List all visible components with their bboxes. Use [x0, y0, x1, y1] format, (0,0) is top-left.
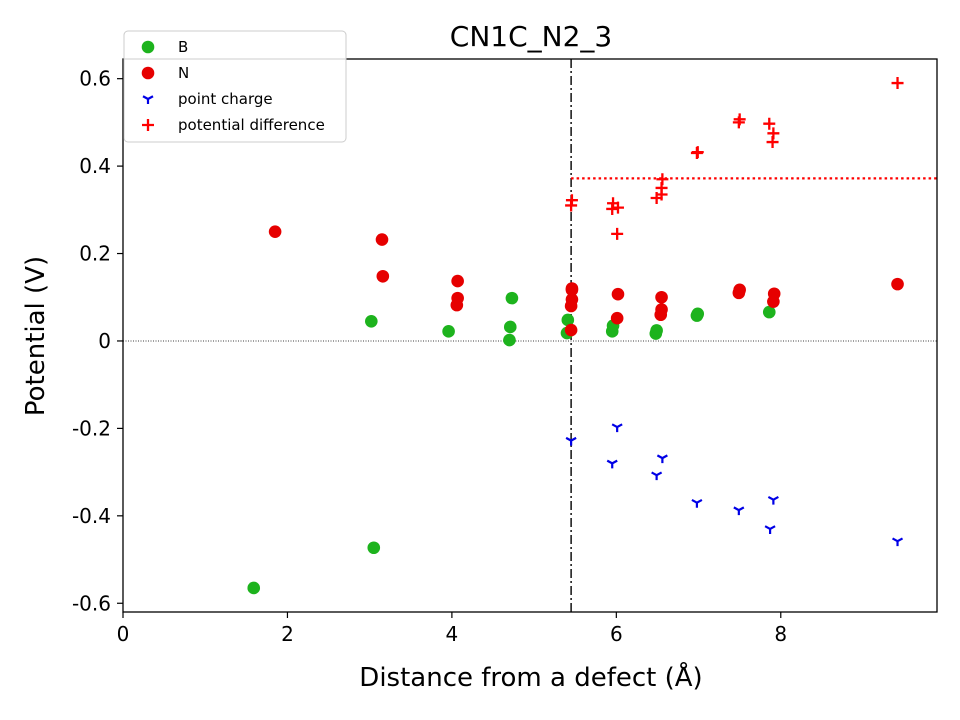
data-marks [247, 77, 904, 595]
point-n [564, 323, 578, 337]
point-n [451, 291, 464, 305]
y-tick-label: 0 [98, 329, 111, 353]
x-tick-label: 4 [446, 622, 459, 646]
point-potential-difference [691, 146, 704, 159]
legend-frame [123, 30, 347, 143]
point-point-charge [656, 454, 668, 464]
series-potential-difference [565, 77, 904, 240]
point-potential-difference [763, 117, 776, 130]
point-point-charge [565, 436, 577, 446]
point-potential-difference [656, 173, 669, 186]
point-n [767, 287, 781, 301]
point-b [442, 325, 455, 338]
point-b [503, 320, 517, 334]
point-potential-difference [891, 77, 904, 90]
point-b [650, 324, 663, 337]
point-b [561, 313, 575, 327]
point-point-charge [691, 498, 703, 508]
point-potential-difference [611, 201, 624, 214]
x-axis-ticks: 0 2 4 6 8 [117, 612, 787, 646]
point-point-charge [606, 459, 618, 469]
point-n [565, 293, 579, 306]
point-potential-difference [611, 227, 624, 240]
point-b [505, 291, 519, 305]
legend: B N point charge potential difference [123, 30, 347, 143]
y-tick-label: 0.6 [79, 67, 111, 91]
y-tick-label: 0.4 [79, 154, 111, 178]
x-tick-label: 0 [117, 622, 130, 646]
legend-marker-potential-difference [142, 119, 154, 131]
point-b [367, 541, 381, 555]
legend-label-n: N [178, 64, 189, 82]
point-n [891, 277, 904, 291]
y-tick-label: -0.6 [72, 591, 111, 615]
point-b [691, 307, 705, 321]
point-point-charge [767, 495, 779, 505]
point-point-charge [611, 423, 623, 433]
point-point-charge [764, 525, 776, 534]
legend-markers [141, 40, 155, 131]
series-n [268, 225, 904, 337]
y-tick-label: -0.4 [72, 504, 111, 528]
point-n [655, 303, 668, 316]
x-tick-label: 6 [610, 622, 623, 646]
chart-title: CN1C_N2_3 [450, 20, 612, 53]
point-b [247, 581, 261, 595]
legend-marker-n [141, 66, 155, 80]
point-n [655, 290, 668, 304]
series-point-charge [565, 423, 904, 547]
point-n [733, 283, 746, 297]
y-tick-label: -0.2 [72, 416, 111, 440]
point-n [451, 274, 464, 288]
legend-marker-point-charge [142, 95, 154, 104]
legend-label-point-charge: point charge [178, 90, 273, 108]
point-potential-difference [767, 127, 780, 140]
point-potential-difference [565, 194, 578, 207]
legend-label-potential-difference: potential difference [178, 116, 325, 134]
y-tick-label: 0.2 [79, 242, 111, 266]
point-point-charge [892, 537, 904, 547]
y-axis-ticks: -0.6 -0.4 -0.2 0 0.2 0.4 0.6 [72, 67, 123, 615]
legend-label-b: B [178, 38, 188, 56]
point-n [611, 287, 625, 301]
y-axis-label: Potential (V) [21, 256, 51, 416]
x-tick-label: 8 [774, 622, 787, 646]
point-n [565, 282, 579, 295]
x-axis-label: Distance from a defect (Å) [359, 661, 702, 693]
point-n [376, 269, 390, 283]
point-n [610, 311, 624, 325]
point-b [762, 305, 776, 319]
point-n [375, 233, 389, 246]
legend-marker-b [141, 40, 155, 54]
point-potential-difference [733, 113, 746, 126]
point-point-charge [733, 506, 745, 516]
point-b [365, 314, 378, 328]
plot-frame [122, 58, 938, 613]
point-b [503, 333, 516, 347]
point-point-charge [651, 471, 663, 481]
x-tick-label: 2 [281, 622, 294, 646]
point-n [268, 225, 282, 238]
